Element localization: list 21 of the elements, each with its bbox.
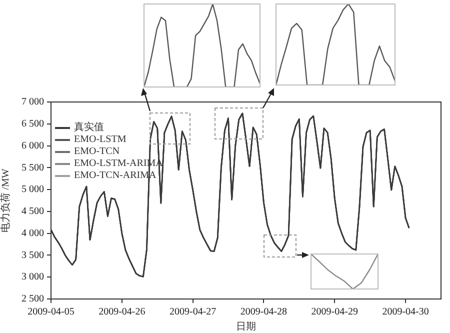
y-tick-label: 7 000 [22,96,44,108]
y-tick-label: 5 500 [22,162,44,174]
y-tick-label: 6 500 [22,118,44,130]
legend-label: EMO-TCN [74,146,120,158]
x-axis-title: 日期 [236,320,256,333]
y-tick-label: 2 500 [22,294,44,305]
x-tick-label: 2009-04-26 [98,306,146,318]
y-axis-title: 电力负荷 /MW [0,168,12,232]
y-tick-label: 3 000 [22,272,44,283]
x-tick-label: 2009-04-27 [169,306,216,318]
x-tick-label: 2009-04-30 [382,306,429,318]
y-tick-label: 6 000 [22,140,44,152]
x-tick-label: 2009-04-29 [311,306,358,318]
legend-label: 真实值 [74,122,104,134]
y-tick-label: 3 500 [22,250,44,261]
legend-label: EMO-LSTM [74,134,126,146]
y-tick-label: 5 000 [22,184,44,196]
y-tick-label: 4 500 [22,206,44,218]
y-tick-label: 4 000 [22,228,44,239]
x-tick-label: 2009-04-05 [28,306,74,318]
x-tick-label: 2009-04-28 [240,306,288,318]
